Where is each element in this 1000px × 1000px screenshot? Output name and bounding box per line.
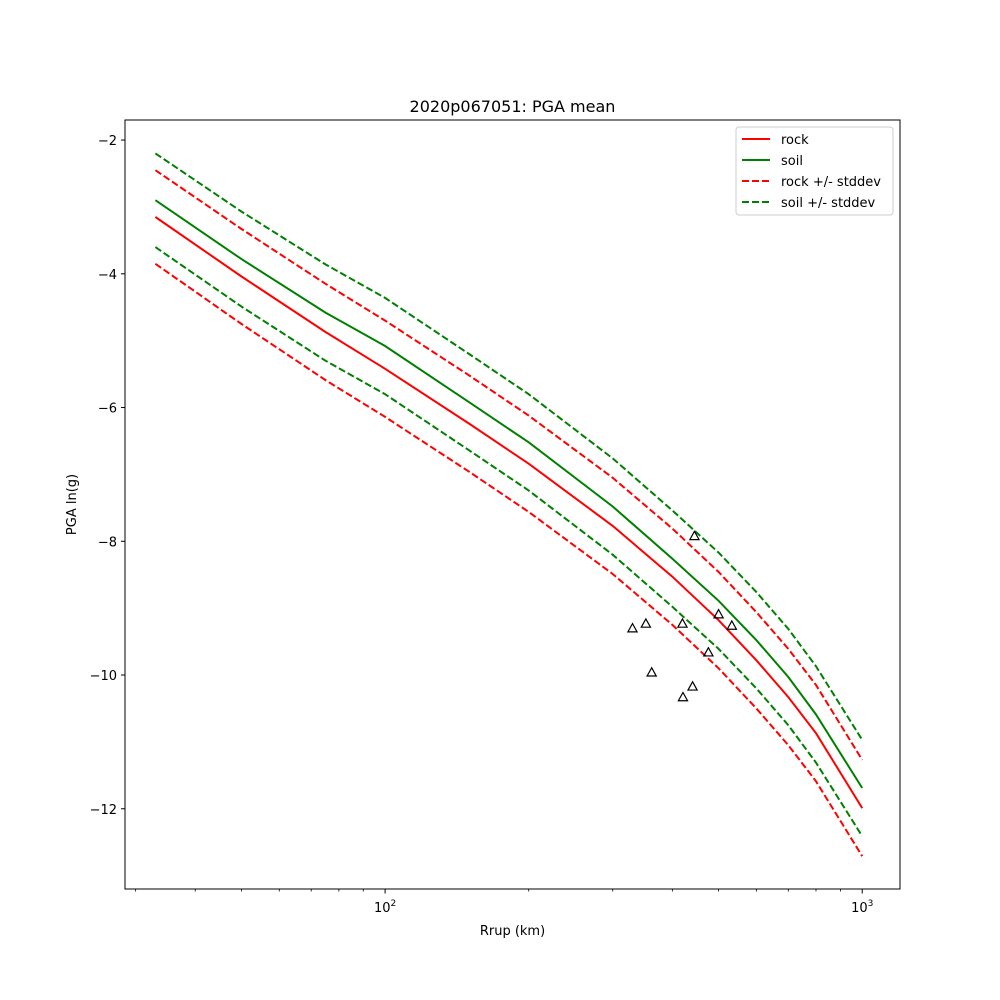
series-line-soil-stddev-5 [154,246,864,837]
legend: rock soil rock +/- stddev soil +/- stddev [735,126,894,216]
x-tick-label-1: 103 [851,899,873,916]
series-line-rock-stddev-3 [154,262,864,857]
legend-box [735,126,894,216]
axis-layer: −2 −4 −6 −8 −10 −12 102 103 [90,134,874,916]
y-tick-label-5: −12 [90,803,117,818]
series-line-rock-0 [154,216,864,809]
observation-marker-7 [702,646,715,657]
plot-frame [124,119,901,890]
legend-label-3: soil +/- stddev [781,196,876,211]
observation-marker-9 [726,619,738,630]
legend-label-0: rock [781,133,809,148]
observation-layer [626,530,738,702]
observation-marker-6 [688,530,701,541]
y-tick-label-1: −4 [98,268,117,283]
observation-marker-0 [626,622,639,633]
x-axis-label: Rrup (km) [480,924,545,939]
observation-marker-3 [676,617,689,628]
legend-label-1: soil [781,154,803,169]
y-tick-label-2: −6 [98,402,117,417]
series-line-rock-stddev-2 [154,169,864,761]
y-tick-label-3: −8 [98,535,117,550]
x-tick-label-0: 102 [374,899,396,916]
observation-marker-1 [640,617,652,628]
y-tick-label-4: −10 [90,669,117,684]
legend-label-2: rock +/- stddev [781,175,881,190]
observation-marker-4 [677,691,689,702]
y-axis-label: PGA ln(g) [65,474,80,535]
observation-marker-5 [686,680,699,691]
series-line-soil-stddev-4 [154,152,864,741]
observation-marker-8 [712,608,725,619]
y-tick-label-0: −2 [98,134,117,149]
chart-title: 2020p067051: PGA mean [410,97,616,116]
series-layer [154,152,864,857]
observation-marker-2 [646,666,658,677]
series-line-soil-1 [154,199,864,789]
